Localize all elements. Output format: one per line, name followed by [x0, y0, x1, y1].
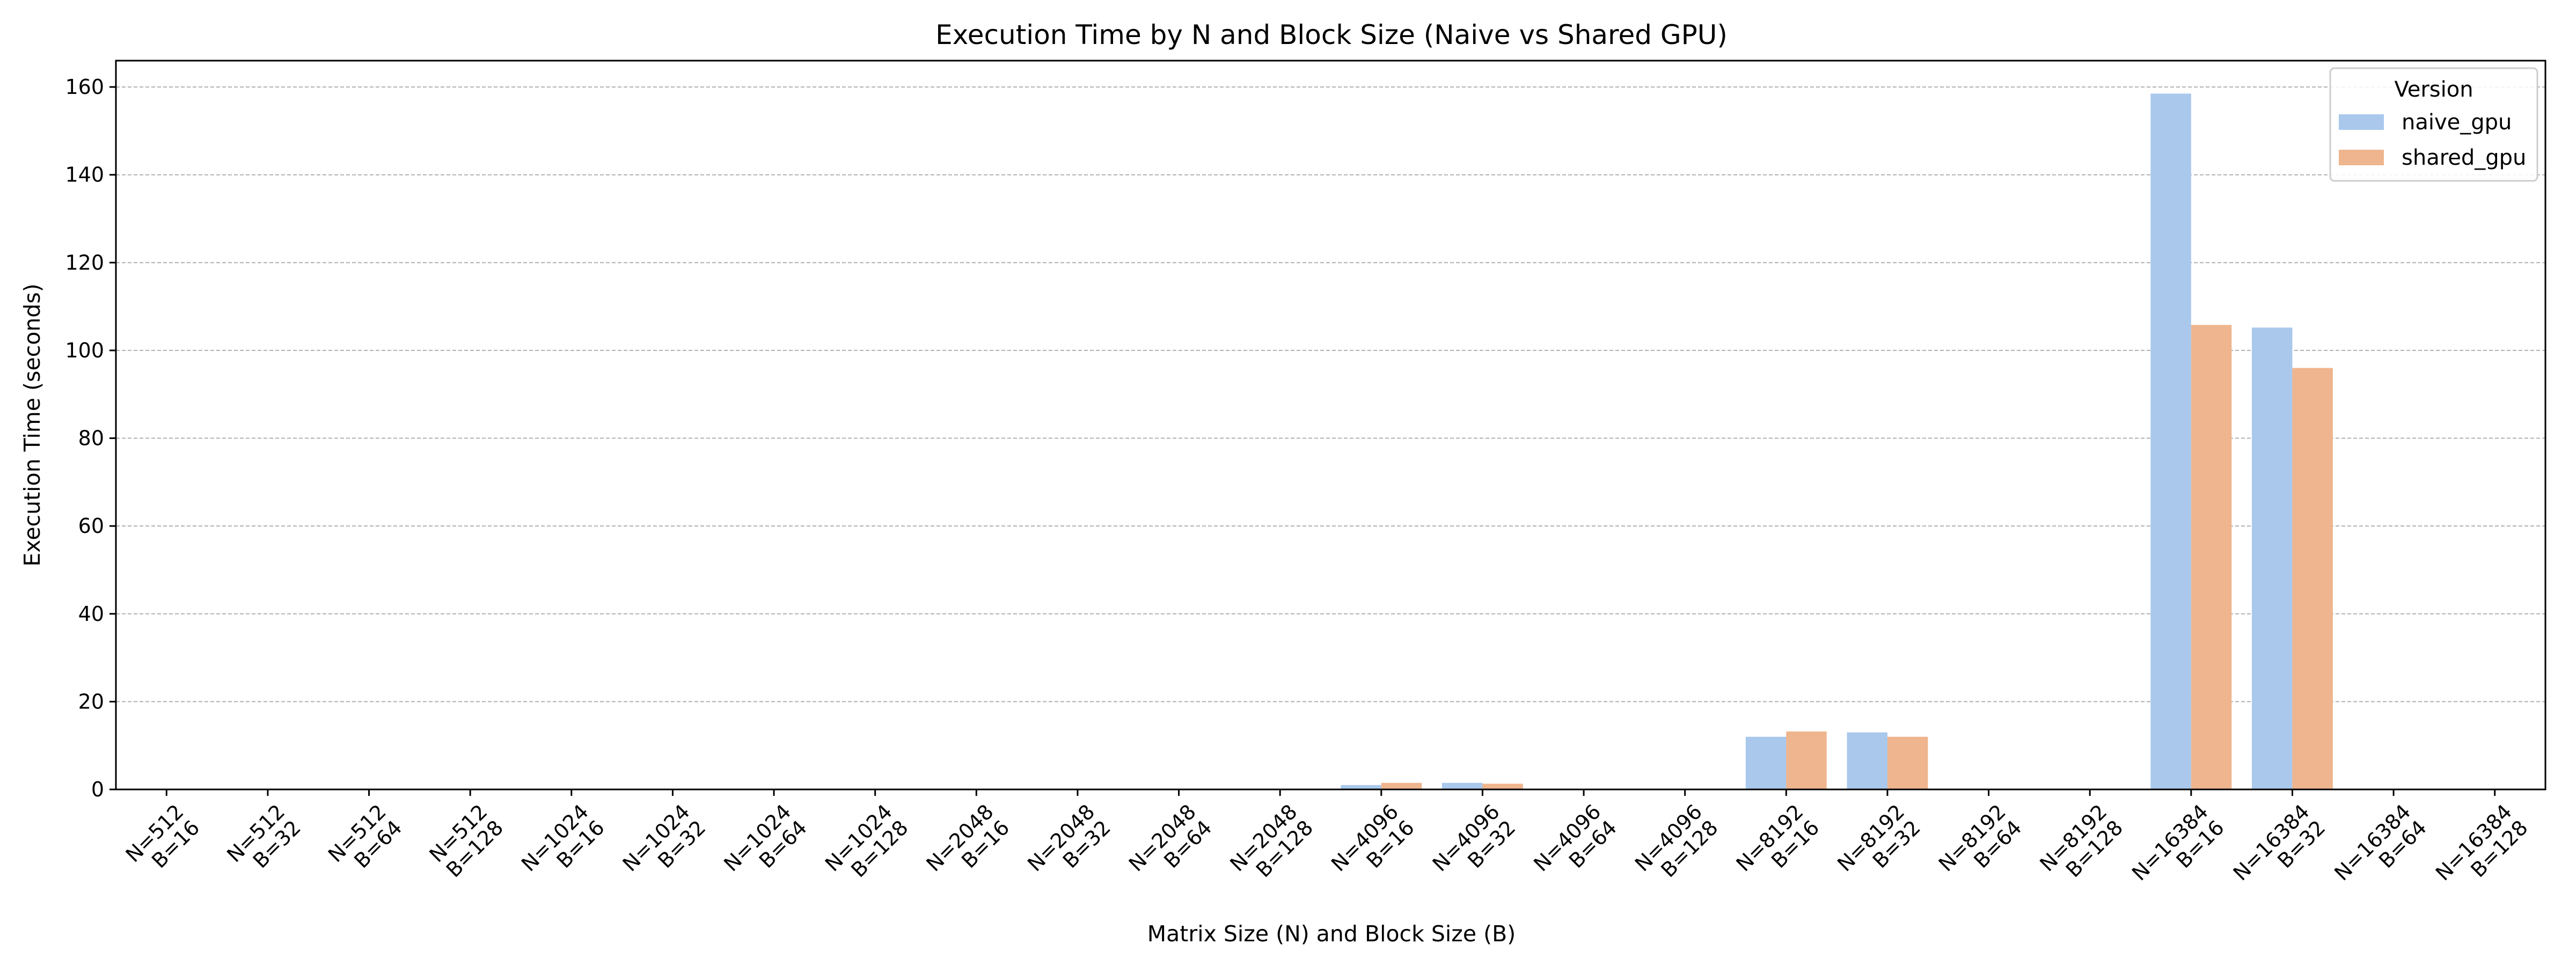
bar-shared-gpu — [1887, 736, 1928, 789]
bar-naive-gpu — [2251, 327, 2293, 789]
bars — [1341, 93, 2333, 789]
y-tick-label: 120 — [65, 251, 104, 274]
legend-title: Version — [2394, 77, 2473, 102]
y-tick-label: 60 — [78, 514, 104, 538]
y-axis: 0 20 40 60 80 100 120 140 160 — [65, 75, 116, 801]
bar-shared-gpu — [1482, 784, 1523, 789]
bar-shared-gpu — [2292, 368, 2333, 789]
y-tick-label: 100 — [65, 339, 104, 362]
y-tick-label: 20 — [78, 690, 104, 713]
bar-naive-gpu — [1847, 732, 1887, 789]
legend: Version naive_gpu shared_gpu — [2329, 67, 2538, 182]
bar-shared-gpu — [1786, 731, 1827, 789]
bar-shared-gpu — [1381, 782, 1422, 789]
y-tick-label: 40 — [78, 602, 104, 626]
y-tick-label: 160 — [65, 75, 104, 99]
bar-shared-gpu — [2191, 325, 2232, 789]
y-tick-label: 0 — [91, 778, 104, 801]
chart-title: Execution Time by N and Block Size (Naiv… — [935, 19, 1728, 50]
bar-naive-gpu — [1745, 736, 1787, 789]
legend-swatch-shared-gpu — [2339, 150, 2384, 165]
y-axis-label: Execution Time (seconds) — [19, 283, 45, 566]
x-axis-label: Matrix Size (N) and Block Size (B) — [1147, 921, 1516, 947]
legend-label-naive-gpu: naive_gpu — [2402, 110, 2512, 135]
legend-label-shared-gpu: shared_gpu — [2402, 145, 2526, 170]
y-tick-label: 80 — [78, 427, 104, 450]
bar-naive-gpu — [1341, 785, 1381, 789]
bar-naive-gpu — [1441, 782, 1483, 789]
bar-naive-gpu — [2150, 93, 2191, 789]
y-tick-label: 140 — [65, 163, 104, 187]
plot-area-frame — [115, 60, 2546, 791]
legend-swatch-naive-gpu — [2339, 114, 2384, 130]
